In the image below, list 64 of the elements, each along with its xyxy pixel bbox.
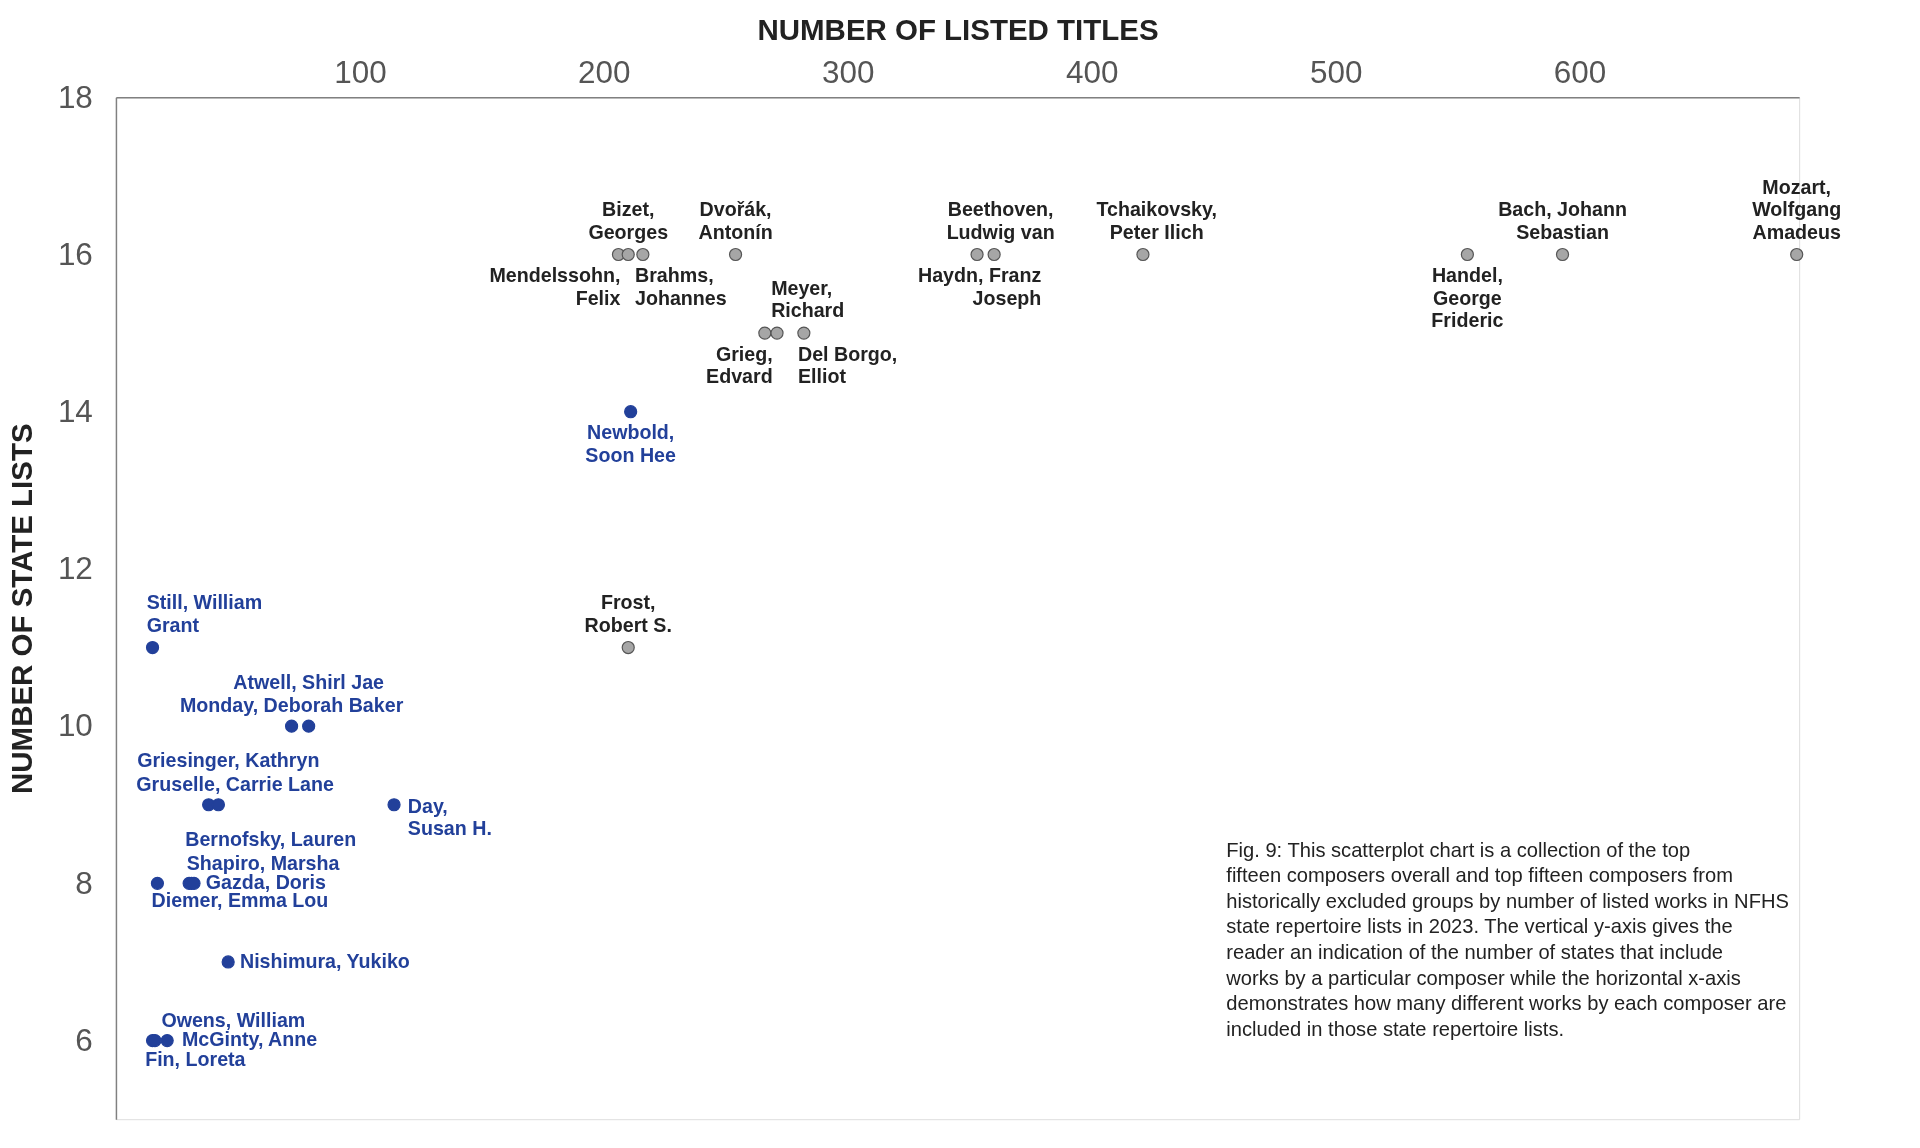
annotation: Griesinger, Kathryn [137,749,320,772]
x-tick-label: 600 [1553,55,1607,91]
x-tick-label: 300 [822,55,875,91]
point [1136,247,1150,262]
y-tick-label: 14 [57,394,93,430]
point [284,719,299,733]
annotation: Haydn, Franz Joseph [917,264,1042,309]
annotation: Monday, Deborah Baker [179,694,404,717]
annotation: Fig. 9: This scatterplot chart is a collection of the top fifteen composers overall and top fifteen composers from historically excluded groups by number of listed works in NFHS state repertoire lists in 2023. The vertical y-axis gives the reader an indication of the number of states that include works by a particular composer while the horizontal x-axis demonstrates how many different works by each composer are included in those state repertoire lists. [1225,838,1789,1040]
y-tick-label: 10 [57,708,93,744]
x-tick-label: 200 [578,55,631,91]
annotation: Shapiro, Marsha [186,851,341,874]
annotation: Nishimura, Yukiko [239,949,410,972]
annotation: Brahms, Johannes [635,264,727,309]
point [728,247,743,262]
y-tick-label: 18 [57,79,93,115]
annotation: Tchaikovsky, Peter Ilich [1096,198,1217,243]
annotation: Mozart, Wolfgang Amadeus [1752,175,1842,243]
x-tick-label: 500 [1309,55,1363,91]
point [987,247,1001,262]
point [636,247,650,262]
y-axis-title: NUMBER OF STATE LISTS [5,423,39,794]
y-tick-label: 6 [75,1022,93,1058]
annotation: Still, William Grant [146,591,263,636]
point [387,798,401,812]
x-tick-label: 100 [334,55,387,91]
point [797,326,811,340]
annotation: Grieg, Edvard [706,342,773,388]
annotation: Dvořák, Antonín [698,198,773,243]
point [1790,247,1804,262]
y-tick-label: 8 [75,865,93,901]
x-tick-label: 400 [1065,55,1119,91]
point [302,719,316,733]
annotation: Del Borgo, Elliot [797,342,898,388]
y-tick-label: 12 [57,551,93,587]
point [624,405,638,419]
annotation: Gruselle, Carrie Lane [136,772,334,795]
point [1460,247,1474,262]
annotation: Atwell, Shirl Jae [233,670,385,693]
annotation: Owens, William [161,1008,306,1031]
point [758,326,772,340]
point [621,247,635,262]
annotation: Bach, Johann Sebastian [1498,198,1627,243]
point [221,955,235,969]
point [970,247,984,262]
point [145,640,160,655]
annotation: Beethoven, Ludwig van [946,198,1055,243]
annotation: Day, Susan H. [407,794,492,840]
annotation: Mendelssohn, Felix [489,264,621,309]
x-axis-title: NUMBER OF LISTED TITLES [757,12,1159,46]
annotation: Fin, Loreta [145,1048,247,1071]
annotation: Bizet, Georges [588,198,669,243]
annotation: Frost, Robert S. [584,591,672,636]
y-tick-label: 16 [57,236,93,272]
point [160,1033,174,1048]
annotation: Meyer, Richard [771,276,845,322]
annotation: Handel, George Frideric [1431,264,1504,332]
annotation: Newbold, Soon Hee [585,421,677,466]
point [150,876,165,890]
annotation: Bernofsky, Lauren [185,828,357,851]
point [770,326,784,340]
point [621,640,635,655]
point [1555,247,1570,262]
point [211,798,226,812]
